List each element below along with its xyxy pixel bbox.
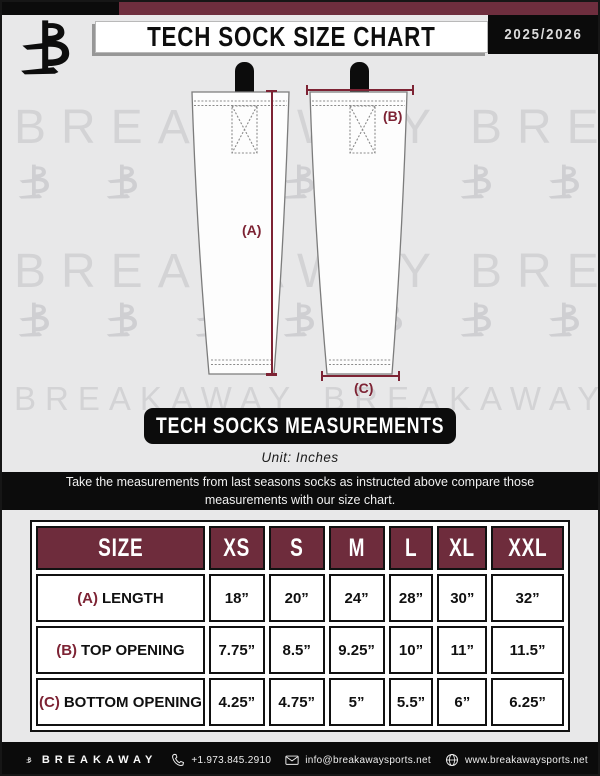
sock-hanger-tab [350, 62, 369, 94]
measure-line-length [271, 90, 273, 375]
breakaway-logo-icon [26, 748, 32, 772]
breakaway-b-icon [460, 162, 494, 202]
label-c: (C) [354, 380, 374, 396]
row-label-length: (A) LENGTH [36, 574, 205, 622]
phone-icon [171, 753, 185, 767]
sock-front-view [190, 91, 291, 375]
cell-value: 4.75” [268, 678, 325, 726]
breakaway-b-icon [548, 300, 582, 340]
measure-cap [412, 85, 414, 95]
measure-line-top-opening [307, 89, 414, 91]
breakaway-b-icon [18, 162, 52, 202]
footer-website-text: www.breakawaysports.net [464, 754, 588, 766]
measure-cap [266, 90, 277, 92]
footer-contacts: +1.973.845.2910 info@breakawaysports.net [157, 753, 588, 767]
cell-value: 7.75” [208, 626, 265, 674]
cell-value: 9.25” [328, 626, 385, 674]
col-header-xs: XS [208, 526, 265, 570]
measurements-ribbon-title: TECH SOCKS MEASUREMENTS [155, 413, 445, 438]
page-title: TECH SOCK SIZE CHART [147, 21, 436, 52]
cell-value: 6” [437, 678, 488, 726]
measure-line-bottom-opening [322, 375, 400, 377]
cell-value: 5” [328, 678, 385, 726]
size-table: SIZE XS S M L XL XXL (A) LENGTH 18” 20” 2… [32, 522, 568, 730]
col-header-m: M [328, 526, 385, 570]
unit-note: Unit: Inches [261, 450, 339, 465]
footer-brand: BREAKAWAY [41, 754, 158, 766]
footer-website: www.breakawaysports.net [445, 753, 588, 767]
cell-value: 4.25” [208, 678, 265, 726]
breakaway-logo-icon [18, 18, 76, 78]
col-header-size: SIZE [36, 526, 205, 570]
cell-value: 6.25” [491, 678, 564, 726]
row-label-top-opening: (B) TOP OPENING [36, 626, 205, 674]
cell-value: 8.5” [268, 626, 325, 674]
cell-value: 11” [437, 626, 488, 674]
col-header-s: S [268, 526, 325, 570]
top-black-strip [2, 2, 119, 15]
breakaway-b-icon [283, 162, 317, 202]
table-row-bottom-opening: (C) BOTTOM OPENING 4.25” 4.75” 5” 5.5” 6”… [36, 678, 564, 726]
globe-icon [445, 753, 459, 767]
watermark-logo-row [2, 162, 598, 202]
cell-value: 28” [388, 574, 434, 622]
measure-cap [398, 371, 400, 381]
table-row-length: (A) LENGTH 18” 20” 24” 28” 30” 32” [36, 574, 564, 622]
measurements-ribbon: TECH SOCKS MEASUREMENTS [144, 408, 456, 444]
label-b: (B) [383, 108, 403, 124]
size-table-container: SIZE XS S M L XL XXL (A) LENGTH 18” 20” 2… [30, 520, 570, 732]
cell-value: 11.5” [491, 626, 564, 674]
footer-phone-text: +1.973.845.2910 [191, 754, 272, 766]
cell-value: 18” [208, 574, 265, 622]
footer-email: info@breakawaysports.net [285, 753, 431, 767]
header: TECH SOCK SIZE CHART 2025/2026 [2, 15, 598, 58]
envelope-icon [285, 753, 299, 767]
cell-value: 20” [268, 574, 325, 622]
size-table-header-row: SIZE XS S M L XL XXL [36, 526, 564, 570]
measure-cap [321, 371, 323, 381]
breakaway-b-icon [548, 162, 582, 202]
table-row-top-opening: (B) TOP OPENING 7.75” 8.5” 9.25” 10” 11” … [36, 626, 564, 674]
season-badge: 2025/2026 [488, 15, 598, 54]
footer-email-text: info@breakawaysports.net [305, 754, 431, 766]
sock-back-view [308, 91, 409, 375]
sock-hanger-tab [235, 62, 254, 94]
footer-bar: BREAKAWAY +1.973.845.2910 info@breakawa [2, 742, 598, 774]
col-header-l: L [388, 526, 434, 570]
breakaway-b-icon [460, 300, 494, 340]
row-label-bottom-opening: (C) BOTTOM OPENING [36, 678, 205, 726]
measure-cap [266, 373, 277, 376]
instruction-bar: Take the measurements from last seasons … [2, 472, 598, 510]
cell-value: 30” [437, 574, 488, 622]
breakaway-b-icon [18, 300, 52, 340]
label-a: (A) [242, 222, 262, 238]
watermark-logo-row [2, 300, 598, 340]
breakaway-b-icon [106, 162, 140, 202]
col-header-xl: XL [437, 526, 488, 570]
breakaway-b-icon [106, 300, 140, 340]
season-label: 2025/2026 [503, 26, 583, 43]
col-header-xxl: XXL [491, 526, 564, 570]
top-maroon-strip [2, 2, 598, 15]
breakaway-b-icon [283, 300, 317, 340]
instruction-text: Take the measurements from last seasons … [65, 474, 535, 507]
cell-value: 24” [328, 574, 385, 622]
title-banner: TECH SOCK SIZE CHART [95, 21, 488, 53]
cell-value: 5.5” [388, 678, 434, 726]
measure-cap [306, 85, 308, 95]
cell-value: 32” [491, 574, 564, 622]
cell-value: 10” [388, 626, 434, 674]
footer-phone: +1.973.845.2910 [171, 753, 271, 767]
